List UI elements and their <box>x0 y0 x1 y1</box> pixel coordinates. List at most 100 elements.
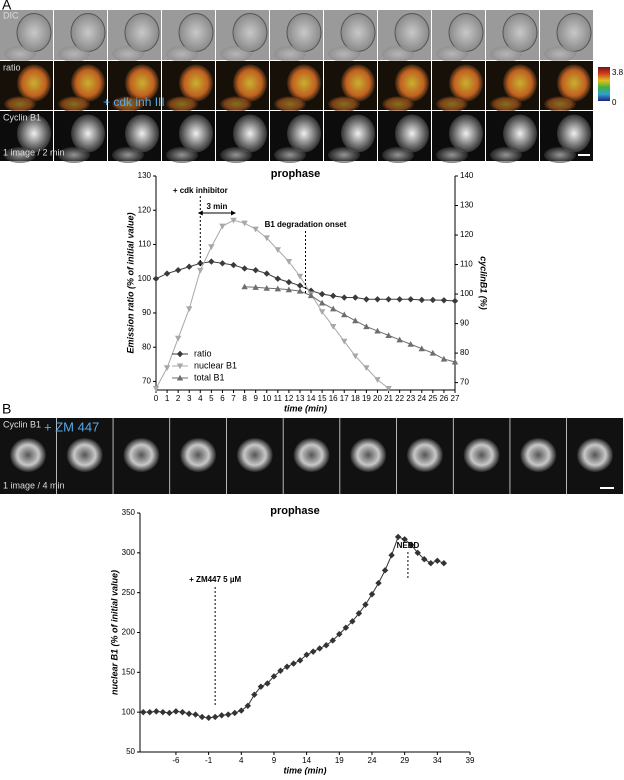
data-point <box>274 247 282 253</box>
cell <box>341 114 375 153</box>
cell <box>436 96 468 112</box>
data-point <box>174 335 182 342</box>
cell <box>274 147 306 163</box>
y-tick-label: 300 <box>122 548 136 557</box>
data-point <box>285 286 293 293</box>
data-point <box>329 305 337 312</box>
data-point <box>192 711 199 718</box>
x-tick-label: 26 <box>439 394 448 403</box>
data-point <box>329 292 337 300</box>
cell <box>166 46 198 62</box>
cell <box>58 96 90 112</box>
legend-marker <box>176 374 184 381</box>
data-point <box>283 663 291 670</box>
cell <box>166 147 198 163</box>
colorbar <box>598 67 610 101</box>
data-point <box>341 311 348 318</box>
data-point <box>355 610 363 617</box>
cell <box>503 114 537 153</box>
data-point <box>163 270 171 277</box>
cell <box>449 114 483 153</box>
cell <box>112 46 144 62</box>
cell <box>220 96 252 112</box>
x-tick-label: 11 <box>274 394 283 403</box>
data-point <box>241 283 248 290</box>
data-point <box>363 365 370 372</box>
legend-label: total B1 <box>194 372 225 382</box>
data-point <box>349 618 356 625</box>
data-point <box>352 353 359 360</box>
cell <box>520 438 557 472</box>
data-point <box>208 258 215 265</box>
x-tick-label: 20 <box>373 394 382 403</box>
data-point <box>385 385 392 392</box>
data-point <box>418 296 425 304</box>
y-tick-label: 80 <box>142 342 151 351</box>
x-tick-label: 19 <box>335 756 344 765</box>
data-point <box>219 223 226 230</box>
panel-label: A <box>2 0 12 13</box>
cell <box>328 96 360 112</box>
x-tick-label: 24 <box>368 756 377 765</box>
legend-label: ratio <box>194 348 212 358</box>
cell <box>58 147 90 163</box>
y2-tick-label: 130 <box>460 201 474 210</box>
cell <box>220 147 252 163</box>
x-tick-label: 6 <box>220 394 225 403</box>
cell <box>503 64 537 102</box>
y-axis-label: nuclear B1 (% of initial value) <box>109 570 119 695</box>
data-point <box>316 645 323 652</box>
data-point <box>363 296 370 303</box>
annotation: NEBD <box>397 541 420 550</box>
y-tick-label: 350 <box>122 508 136 517</box>
data-point <box>318 309 326 315</box>
cell <box>125 114 159 153</box>
cell <box>395 114 429 153</box>
cell <box>436 147 468 163</box>
data-point <box>427 559 434 567</box>
data-point <box>329 323 337 330</box>
x-tick-label: 14 <box>302 756 311 765</box>
data-point <box>238 707 245 714</box>
data-point <box>197 260 204 267</box>
micrographs <box>0 10 623 494</box>
x-tick-label: 23 <box>406 394 415 403</box>
cell <box>395 64 429 102</box>
rate: 1 image / 4 min <box>3 480 65 490</box>
data-point <box>252 284 259 290</box>
cell <box>394 13 430 52</box>
x-tick-label: 27 <box>451 394 460 403</box>
data-point <box>381 567 389 574</box>
x-tick-label: 3 <box>187 394 192 403</box>
x-tick-label: 18 <box>351 394 360 403</box>
series-line <box>155 219 389 389</box>
y2-tick-label: 120 <box>460 230 474 239</box>
data-point <box>440 559 448 567</box>
data-point <box>296 287 304 294</box>
cell <box>382 46 414 62</box>
data-point <box>211 713 219 721</box>
data-point <box>451 358 459 365</box>
cell <box>328 147 360 163</box>
y2-tick-label: 110 <box>460 260 473 269</box>
data-point <box>307 292 315 299</box>
data-point <box>264 680 271 687</box>
data-point <box>374 327 381 334</box>
annotation: + cdk inhibitor <box>173 186 228 195</box>
data-point <box>285 278 293 286</box>
cell <box>340 13 376 52</box>
cell <box>490 147 522 163</box>
cell <box>58 46 90 62</box>
annotation: B1 degradation onset <box>265 220 347 229</box>
x-tick-label: 25 <box>428 394 437 403</box>
cell <box>557 114 591 153</box>
data-point <box>385 332 392 338</box>
data-point <box>401 536 408 543</box>
cell <box>4 147 36 163</box>
x-axis-label: time (min) <box>283 765 326 775</box>
cell <box>70 13 106 52</box>
data-point <box>197 267 204 274</box>
data-point <box>407 541 415 549</box>
cell <box>17 114 51 153</box>
data-point <box>140 708 147 716</box>
